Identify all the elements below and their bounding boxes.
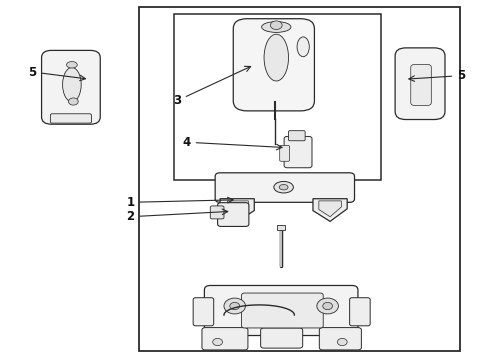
Circle shape xyxy=(212,338,222,346)
Circle shape xyxy=(270,21,282,30)
Polygon shape xyxy=(312,199,346,221)
FancyBboxPatch shape xyxy=(202,328,247,350)
FancyBboxPatch shape xyxy=(394,48,444,120)
FancyBboxPatch shape xyxy=(193,298,213,326)
Polygon shape xyxy=(318,201,341,217)
FancyBboxPatch shape xyxy=(217,203,248,226)
Bar xyxy=(139,7,459,351)
FancyBboxPatch shape xyxy=(241,293,323,328)
Text: 4: 4 xyxy=(182,136,282,150)
Text: 5: 5 xyxy=(28,66,85,81)
Bar xyxy=(173,14,381,180)
Circle shape xyxy=(316,298,338,314)
Text: 5: 5 xyxy=(408,69,465,82)
FancyBboxPatch shape xyxy=(410,64,430,105)
Circle shape xyxy=(322,302,332,310)
FancyBboxPatch shape xyxy=(279,145,289,161)
Text: 1: 1 xyxy=(126,196,233,209)
Ellipse shape xyxy=(62,68,81,102)
Polygon shape xyxy=(220,199,254,221)
FancyBboxPatch shape xyxy=(288,131,305,141)
Ellipse shape xyxy=(279,185,287,190)
Ellipse shape xyxy=(297,37,309,57)
Polygon shape xyxy=(227,201,248,217)
FancyBboxPatch shape xyxy=(233,19,314,111)
FancyBboxPatch shape xyxy=(284,136,311,168)
FancyBboxPatch shape xyxy=(210,206,224,219)
FancyBboxPatch shape xyxy=(50,114,91,123)
FancyBboxPatch shape xyxy=(215,173,354,202)
Ellipse shape xyxy=(261,22,290,32)
Text: 2: 2 xyxy=(126,209,227,223)
Text: 3: 3 xyxy=(172,66,250,107)
Circle shape xyxy=(224,298,245,314)
FancyBboxPatch shape xyxy=(260,328,302,348)
Bar xyxy=(277,225,285,230)
FancyBboxPatch shape xyxy=(41,50,100,124)
Circle shape xyxy=(68,98,78,105)
Ellipse shape xyxy=(66,62,77,68)
Ellipse shape xyxy=(273,181,293,193)
FancyBboxPatch shape xyxy=(319,328,361,350)
FancyBboxPatch shape xyxy=(204,285,357,336)
Ellipse shape xyxy=(264,34,288,81)
Circle shape xyxy=(337,338,346,346)
Circle shape xyxy=(229,302,239,310)
FancyBboxPatch shape xyxy=(349,298,369,326)
